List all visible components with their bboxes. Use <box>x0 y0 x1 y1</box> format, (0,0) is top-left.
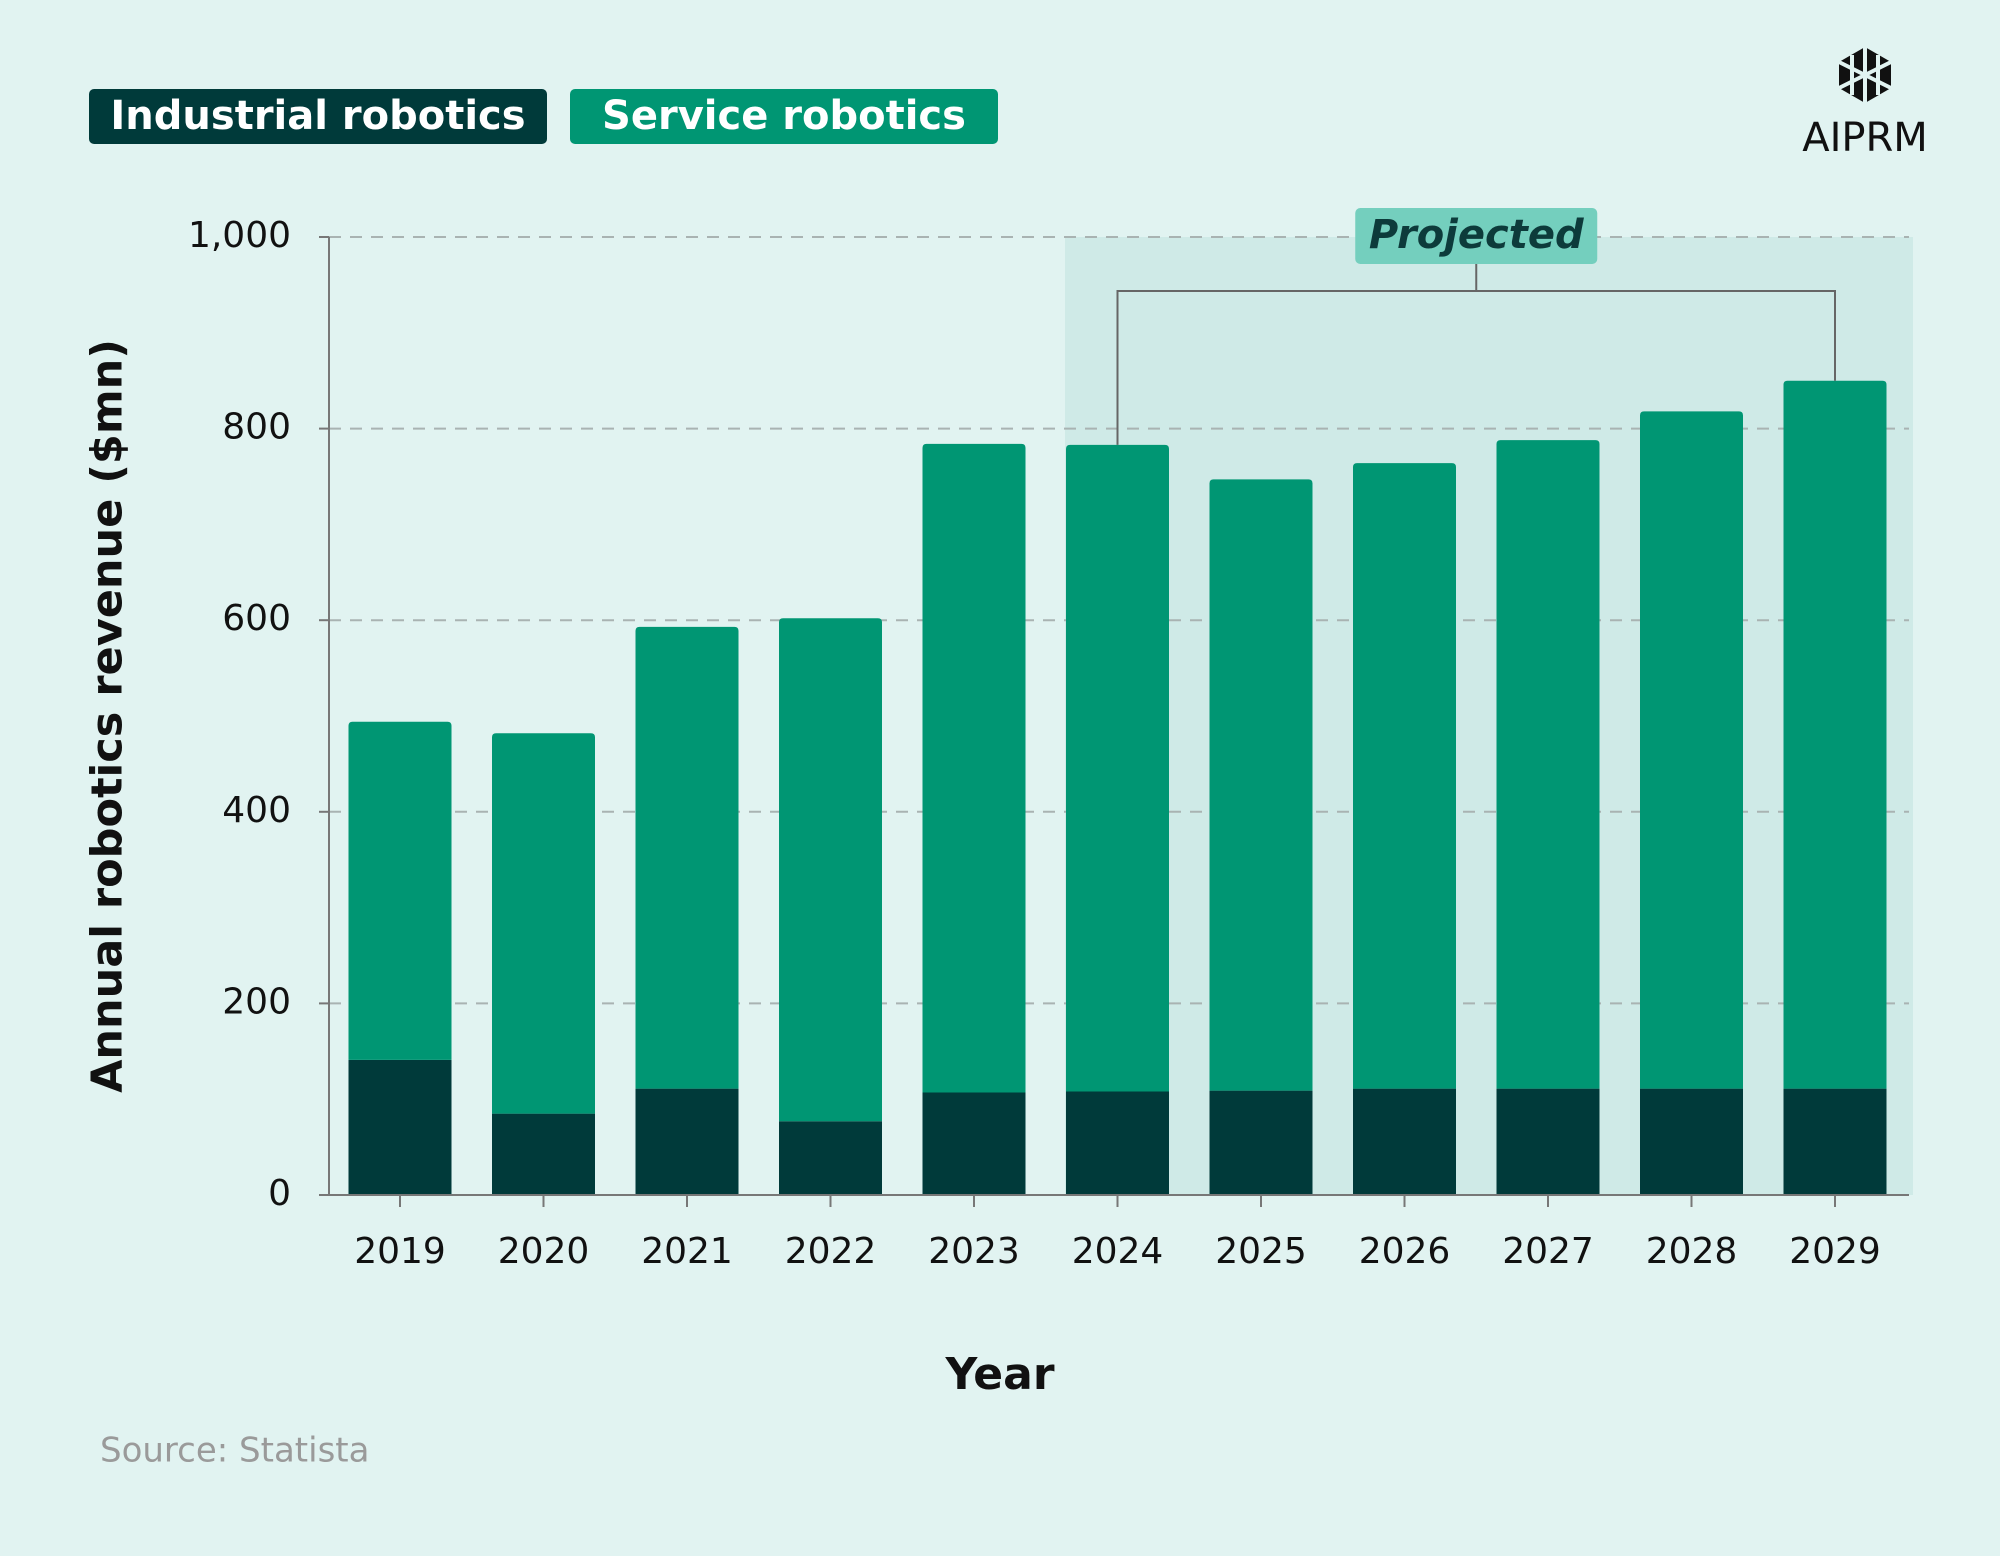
bar-segment <box>1640 1088 1743 1195</box>
y-tick-label: 600 <box>222 598 291 639</box>
annotation-box <box>1355 208 1598 264</box>
bar-segment <box>635 1088 739 1195</box>
bar-segment <box>1066 1091 1169 1195</box>
bar-segment <box>1783 1088 1887 1195</box>
logo-text: AIPRM <box>1802 115 1928 161</box>
bar-segment <box>1496 1088 1600 1195</box>
bar-segment <box>348 1059 452 1195</box>
bar-segment <box>1353 1088 1456 1195</box>
bar-segment <box>1353 463 1456 1089</box>
legend-label: Service robotics <box>602 93 966 139</box>
x-tick-label: 2021 <box>641 1231 733 1272</box>
legend-label: Industrial robotics <box>110 93 525 139</box>
legend-swatch <box>89 89 547 144</box>
x-tick-label: 2025 <box>1215 1231 1307 1272</box>
x-tick-label: 2028 <box>1646 1231 1738 1272</box>
annotation: Projected <box>1369 212 1584 258</box>
bar-segment <box>492 733 595 1114</box>
y-tick-label: 0 <box>268 1173 291 1214</box>
y-tick-label: 200 <box>222 981 291 1022</box>
bar-segment <box>779 1121 882 1195</box>
logo: AIPRM <box>1802 47 1928 161</box>
bar-segment <box>1066 444 1169 1092</box>
y-tick-label: 1,000 <box>188 215 291 256</box>
bar-segment <box>492 1113 595 1195</box>
bar-segment <box>922 443 1026 1093</box>
bar-segment <box>348 721 452 1060</box>
projected-region <box>1065 237 1913 1195</box>
bar-segment <box>922 1092 1026 1195</box>
y-axis-title: Annual robotics revenue ($mn) <box>83 339 133 1093</box>
source: Source: Statista <box>100 1431 369 1471</box>
x-tick-label: 2023 <box>928 1231 1020 1272</box>
projected-bracket <box>1116 262 1836 445</box>
y-tick-label: 400 <box>222 790 291 831</box>
bar-segment <box>1496 440 1600 1089</box>
bar-segment <box>1209 1090 1313 1195</box>
x-tick-label: 2020 <box>498 1231 590 1272</box>
x-tick-label: 2024 <box>1072 1231 1164 1272</box>
x-axis-title: Year <box>944 1349 1054 1400</box>
y-tick-label: 800 <box>222 407 291 448</box>
bar-segment <box>1209 479 1313 1091</box>
x-tick-label: 2029 <box>1789 1231 1881 1272</box>
x-tick-label: 2019 <box>354 1231 446 1272</box>
bar-segment <box>1783 380 1887 1089</box>
bar-segment <box>635 626 739 1089</box>
logo-icon-lines <box>1838 47 1892 103</box>
bar-segment <box>1640 411 1743 1089</box>
bar-segment <box>779 618 882 1122</box>
x-tick-label: 2026 <box>1359 1231 1451 1272</box>
x-tick-label: 2022 <box>785 1231 877 1272</box>
legend-swatch <box>570 89 998 144</box>
x-tick-label: 2027 <box>1502 1231 1594 1272</box>
